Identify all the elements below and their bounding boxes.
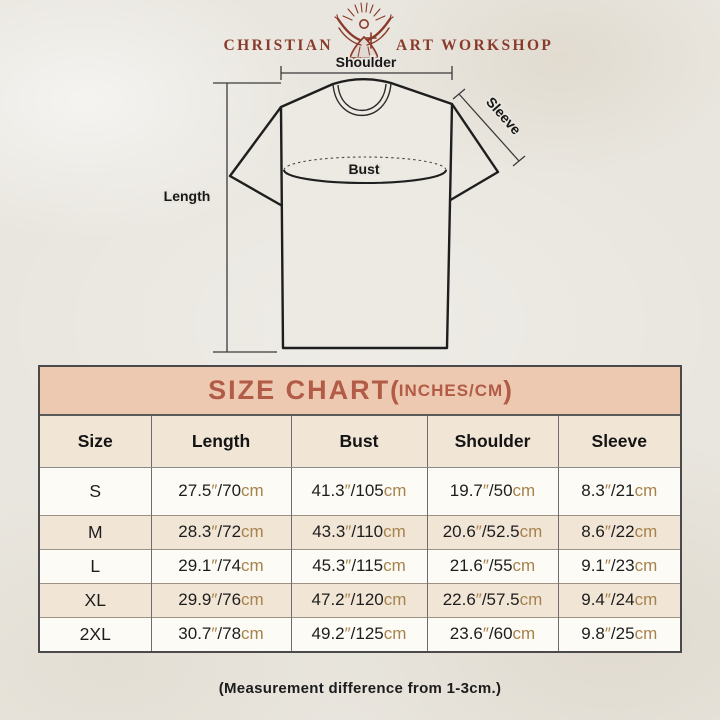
size-rows: S 27.5″/70cm 41.3″/105cm 19.7″/50cm 8.3″/21c… [40, 467, 680, 651]
header-and-diagram: CHRISTIAN ART WORKSHOP Shoulder [162, 2, 553, 353]
measurement-note: (Measurement difference from 1-3cm.) [218, 680, 502, 697]
size-chart-title: SIZE CHART ( INCHES/CM ) [40, 367, 680, 416]
sleeve-measurement: 8.3″/21cm [557, 467, 680, 515]
length-measurement: 29.9″/76cm [150, 582, 291, 617]
title-main: SIZE CHART [208, 375, 391, 405]
title-paren-open: ( [390, 375, 399, 405]
bust-measurement: 43.3″/110cm [290, 514, 427, 549]
tshirt-outline-icon [228, 78, 500, 350]
shoulder-measurement: 23.6″/60cm [426, 616, 558, 651]
brand-name-left: CHRISTIAN [224, 37, 333, 54]
length-measurement: 28.3″/72cm [150, 514, 291, 549]
shoulder-measurement: 19.7″/50cm [426, 467, 558, 515]
size-row-xl: XL 29.9″/76cm 47.2″/120cm 22.6″/57.5cm 9.4″/… [40, 582, 680, 617]
sleeve-measurement: 8.6″/22cm [557, 514, 680, 549]
bust-measurement: 41.3″/105cm [290, 467, 427, 515]
jesus-figure-icon [334, 2, 394, 59]
size-value: M [40, 514, 151, 549]
shoulder-measurement: 21.6″/55cm [426, 548, 558, 583]
size-row-s: S 27.5″/70cm 41.3″/105cm 19.7″/50cm 8.3″/21c… [40, 467, 680, 515]
size-value: XL [40, 582, 151, 617]
size-value: L [40, 548, 151, 583]
bust-measurement: 47.2″/120cm [290, 582, 427, 617]
length-measurement: 27.5″/70cm [150, 467, 291, 515]
column-header-row: Size Length Bust Shoulder Sleeve [40, 416, 680, 468]
bust-measurement: 45.3″/115cm [290, 548, 427, 583]
size-row-l: L 29.1″/74cm 45.3″/115cm 21.6″/55cm 9.1″/23c… [40, 548, 680, 583]
length-label: Length [164, 188, 211, 204]
length-measurement: 29.1″/74cm [150, 548, 291, 583]
col-header-bust: Bust [290, 416, 427, 468]
size-chart-table: SIZE CHART ( INCHES/CM ) Size Length Bus… [38, 365, 682, 653]
sleeve-measurement: 9.8″/25cm [557, 616, 680, 651]
size-value: S [89, 480, 102, 501]
length-measurement: 30.7″/78cm [150, 616, 291, 651]
col-header-size: Size [40, 416, 151, 468]
bust-measurement: 49.2″/125cm [290, 616, 427, 651]
measurements-table: Size Length Bust Shoulder Sleeve S 27.5″/… [40, 416, 680, 651]
sleeve-label: Sleeve [483, 94, 525, 138]
shoulder-measurement: 20.6″/52.5cm [426, 514, 558, 549]
size-row-m: M 28.3″/72cm 43.3″/110cm 20.6″/52.5cm 8.6″/2… [40, 514, 680, 549]
shoulder-measurement: 22.6″/57.5cm [426, 582, 558, 617]
col-header-sleeve: Sleeve [557, 416, 680, 468]
size-row-2xl: 2XL 30.7″/78cm 49.2″/125cm 23.6″/60cm 9.8″/2… [40, 616, 680, 651]
sleeve-measurement: 9.4″/24cm [557, 582, 680, 617]
brand-name-right: ART WORKSHOP [396, 37, 553, 54]
sleeve-measurement: 9.1″/23cm [557, 548, 680, 583]
tshirt-diagram: Shoulder Length Sleeve Bust [162, 52, 527, 353]
title-paren-close: ) [503, 375, 512, 405]
shoulder-label: Shoulder [336, 54, 397, 70]
title-units: INCHES/CM [398, 380, 504, 400]
col-header-shoulder: Shoulder [426, 416, 558, 468]
col-header-length: Length [150, 416, 291, 468]
bust-label: Bust [348, 161, 379, 177]
brand-logo: CHRISTIAN ART WORKSHOP [224, 2, 553, 59]
size-value: 2XL [40, 616, 151, 651]
